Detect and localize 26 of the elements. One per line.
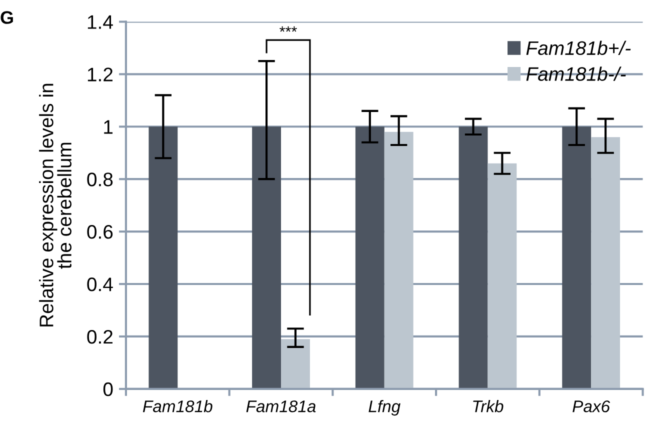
bar <box>355 126 384 389</box>
legend-label: Fam181b+/- <box>526 40 631 56</box>
y-tick-label: 0.8 <box>87 172 113 186</box>
y-tick-label: 0.2 <box>87 330 112 344</box>
text: G <box>0 11 13 24</box>
bar <box>384 132 414 389</box>
y-tick-label: 1.2 <box>88 68 112 82</box>
bar <box>148 126 178 389</box>
bar <box>591 137 620 389</box>
bar <box>281 339 310 389</box>
annotation: *** <box>280 26 297 32</box>
x-tick-label: Fam181a <box>246 400 316 412</box>
x-tick-label: Fam181b <box>142 400 212 412</box>
legend-label: Fam181b-/- <box>526 66 626 81</box>
bar <box>488 163 517 389</box>
y-tick-label: 1 <box>104 120 113 134</box>
y-tick-label: 0.4 <box>87 277 113 292</box>
y-tick-label: 1.4 <box>88 15 113 29</box>
y-tick-label: 0.6 <box>87 225 113 239</box>
bar <box>458 126 488 389</box>
x-tick-label: Lfng <box>368 400 400 416</box>
x-tick-label: Pax6 <box>572 400 610 412</box>
x-tick-label: Trkb <box>473 400 504 412</box>
bar <box>562 126 592 389</box>
y-tick-label: 0 <box>103 382 113 396</box>
y-axis-title: Relative expression levels in the cerebellum <box>39 84 72 326</box>
